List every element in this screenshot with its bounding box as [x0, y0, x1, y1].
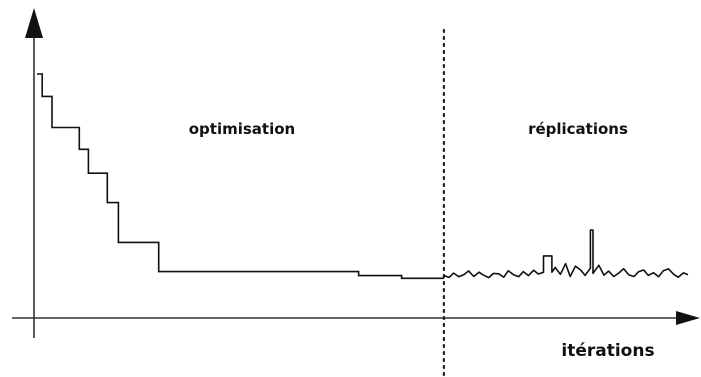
annotation-optimisation: optimisation	[189, 120, 295, 138]
x-axis-label: itérations	[561, 341, 654, 361]
series-line-replications	[443, 229, 689, 279]
x-axis-arrow-icon	[676, 311, 700, 325]
y-axis-arrow-icon	[25, 8, 43, 38]
annotation-replications: réplications	[528, 120, 628, 138]
series-line-optimisation	[37, 73, 444, 280]
